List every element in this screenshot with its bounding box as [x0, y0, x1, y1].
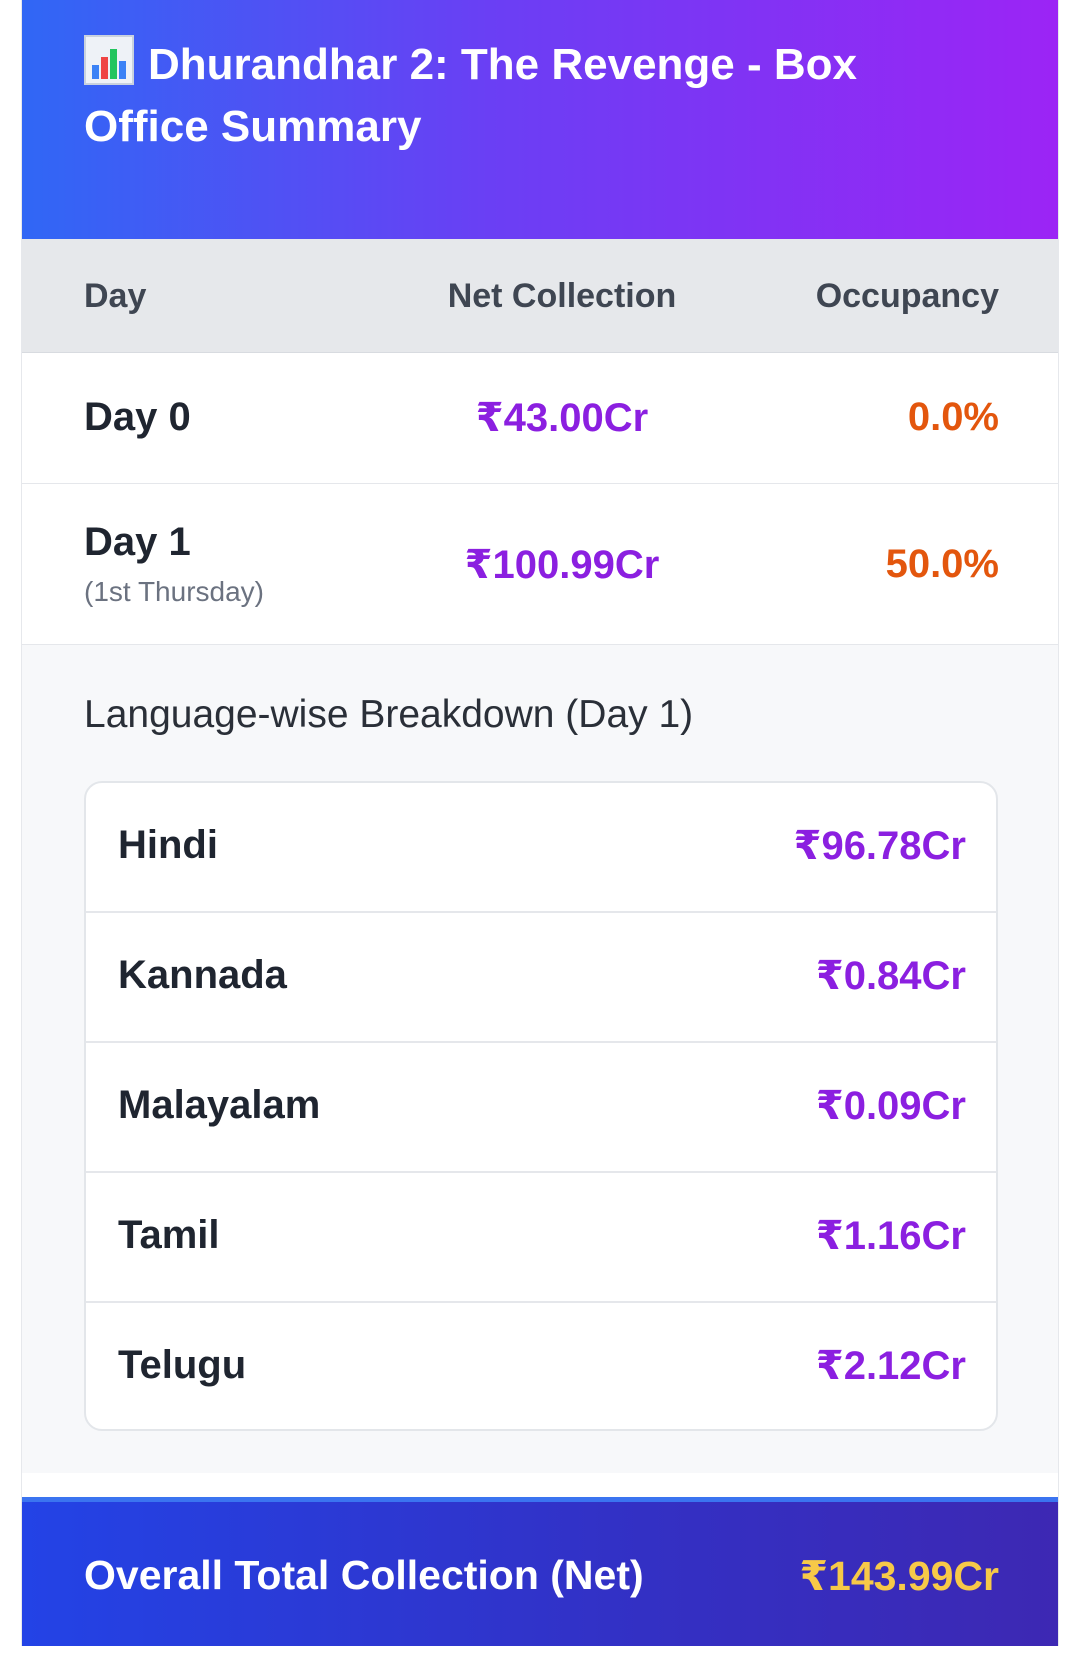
table-header: Day Net Collection Occupancy [22, 239, 1058, 353]
occupancy-value: 0.0% [907, 395, 999, 439]
table-row: Day 1 (1st Thursday) ₹100.99Cr 50.0% [22, 484, 1058, 645]
total-label: Overall Total Collection (Net) [84, 1552, 644, 1598]
day-subtitle: (1st Thursday) [84, 576, 264, 607]
language-value: ₹96.78Cr [793, 824, 966, 868]
table-row: Day 0 ₹43.00Cr 0.0% [22, 353, 1058, 484]
box-office-card: Dhurandhar 2: The Revenge - Box Office S… [21, 0, 1059, 1646]
language-value: ₹2.12Cr [815, 1344, 966, 1388]
list-item: Telugu ₹2.12Cr [86, 1303, 996, 1429]
language-name: Telugu [118, 1343, 247, 1387]
day-label: Day 0 [84, 395, 191, 439]
bar-chart-icon [84, 35, 134, 85]
language-name: Hindi [118, 823, 218, 867]
language-value: ₹0.09Cr [815, 1084, 966, 1128]
list-item: Kannada ₹0.84Cr [86, 913, 996, 1043]
day-label: Day 1 [84, 520, 191, 564]
language-breakdown-list: Hindi ₹96.78Cr Kannada ₹0.84Cr Malayalam… [84, 781, 998, 1431]
list-item: Hindi ₹96.78Cr [86, 783, 996, 913]
list-item: Malayalam ₹0.09Cr [86, 1043, 996, 1173]
column-header-occupancy: Occupancy [815, 277, 999, 315]
occupancy-value: 50.0% [885, 542, 999, 586]
language-name: Malayalam [118, 1083, 321, 1127]
list-item: Tamil ₹1.16Cr [86, 1173, 996, 1303]
language-value: ₹1.16Cr [815, 1214, 966, 1258]
language-name: Kannada [118, 953, 287, 997]
breakdown-title: Language-wise Breakdown (Day 1) [84, 693, 694, 736]
total-footer: Overall Total Collection (Net) ₹143.99Cr [22, 1497, 1058, 1646]
language-name: Tamil [118, 1213, 220, 1257]
language-value: ₹0.84Cr [815, 954, 966, 998]
summary-header: Dhurandhar 2: The Revenge - Box Office S… [22, 0, 1058, 239]
column-header-net-collection: Net Collection [447, 277, 677, 315]
total-value: ₹143.99Cr [799, 1553, 1000, 1599]
net-collection-value: ₹100.99Cr [464, 543, 660, 587]
page-title: Dhurandhar 2: The Revenge - Box Office S… [84, 34, 984, 158]
title-text: Dhurandhar 2: The Revenge - Box Office S… [84, 40, 858, 151]
column-header-day: Day [84, 277, 147, 315]
footer-spacer [22, 1473, 1058, 1497]
net-collection-value: ₹43.00Cr [475, 396, 649, 440]
